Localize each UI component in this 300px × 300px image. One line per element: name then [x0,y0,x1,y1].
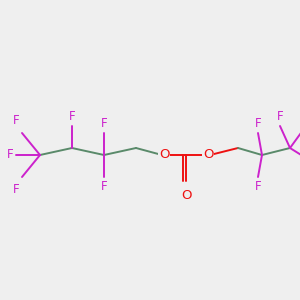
Text: O: O [203,148,213,161]
Text: O: O [159,148,169,161]
Text: F: F [101,180,107,193]
Text: F: F [277,110,283,123]
Text: O: O [181,189,191,202]
Text: F: F [101,117,107,130]
Text: F: F [255,180,261,193]
Text: F: F [6,148,13,161]
Text: F: F [255,117,261,130]
Text: F: F [14,114,20,127]
Text: F: F [69,110,75,123]
Text: F: F [14,183,20,196]
